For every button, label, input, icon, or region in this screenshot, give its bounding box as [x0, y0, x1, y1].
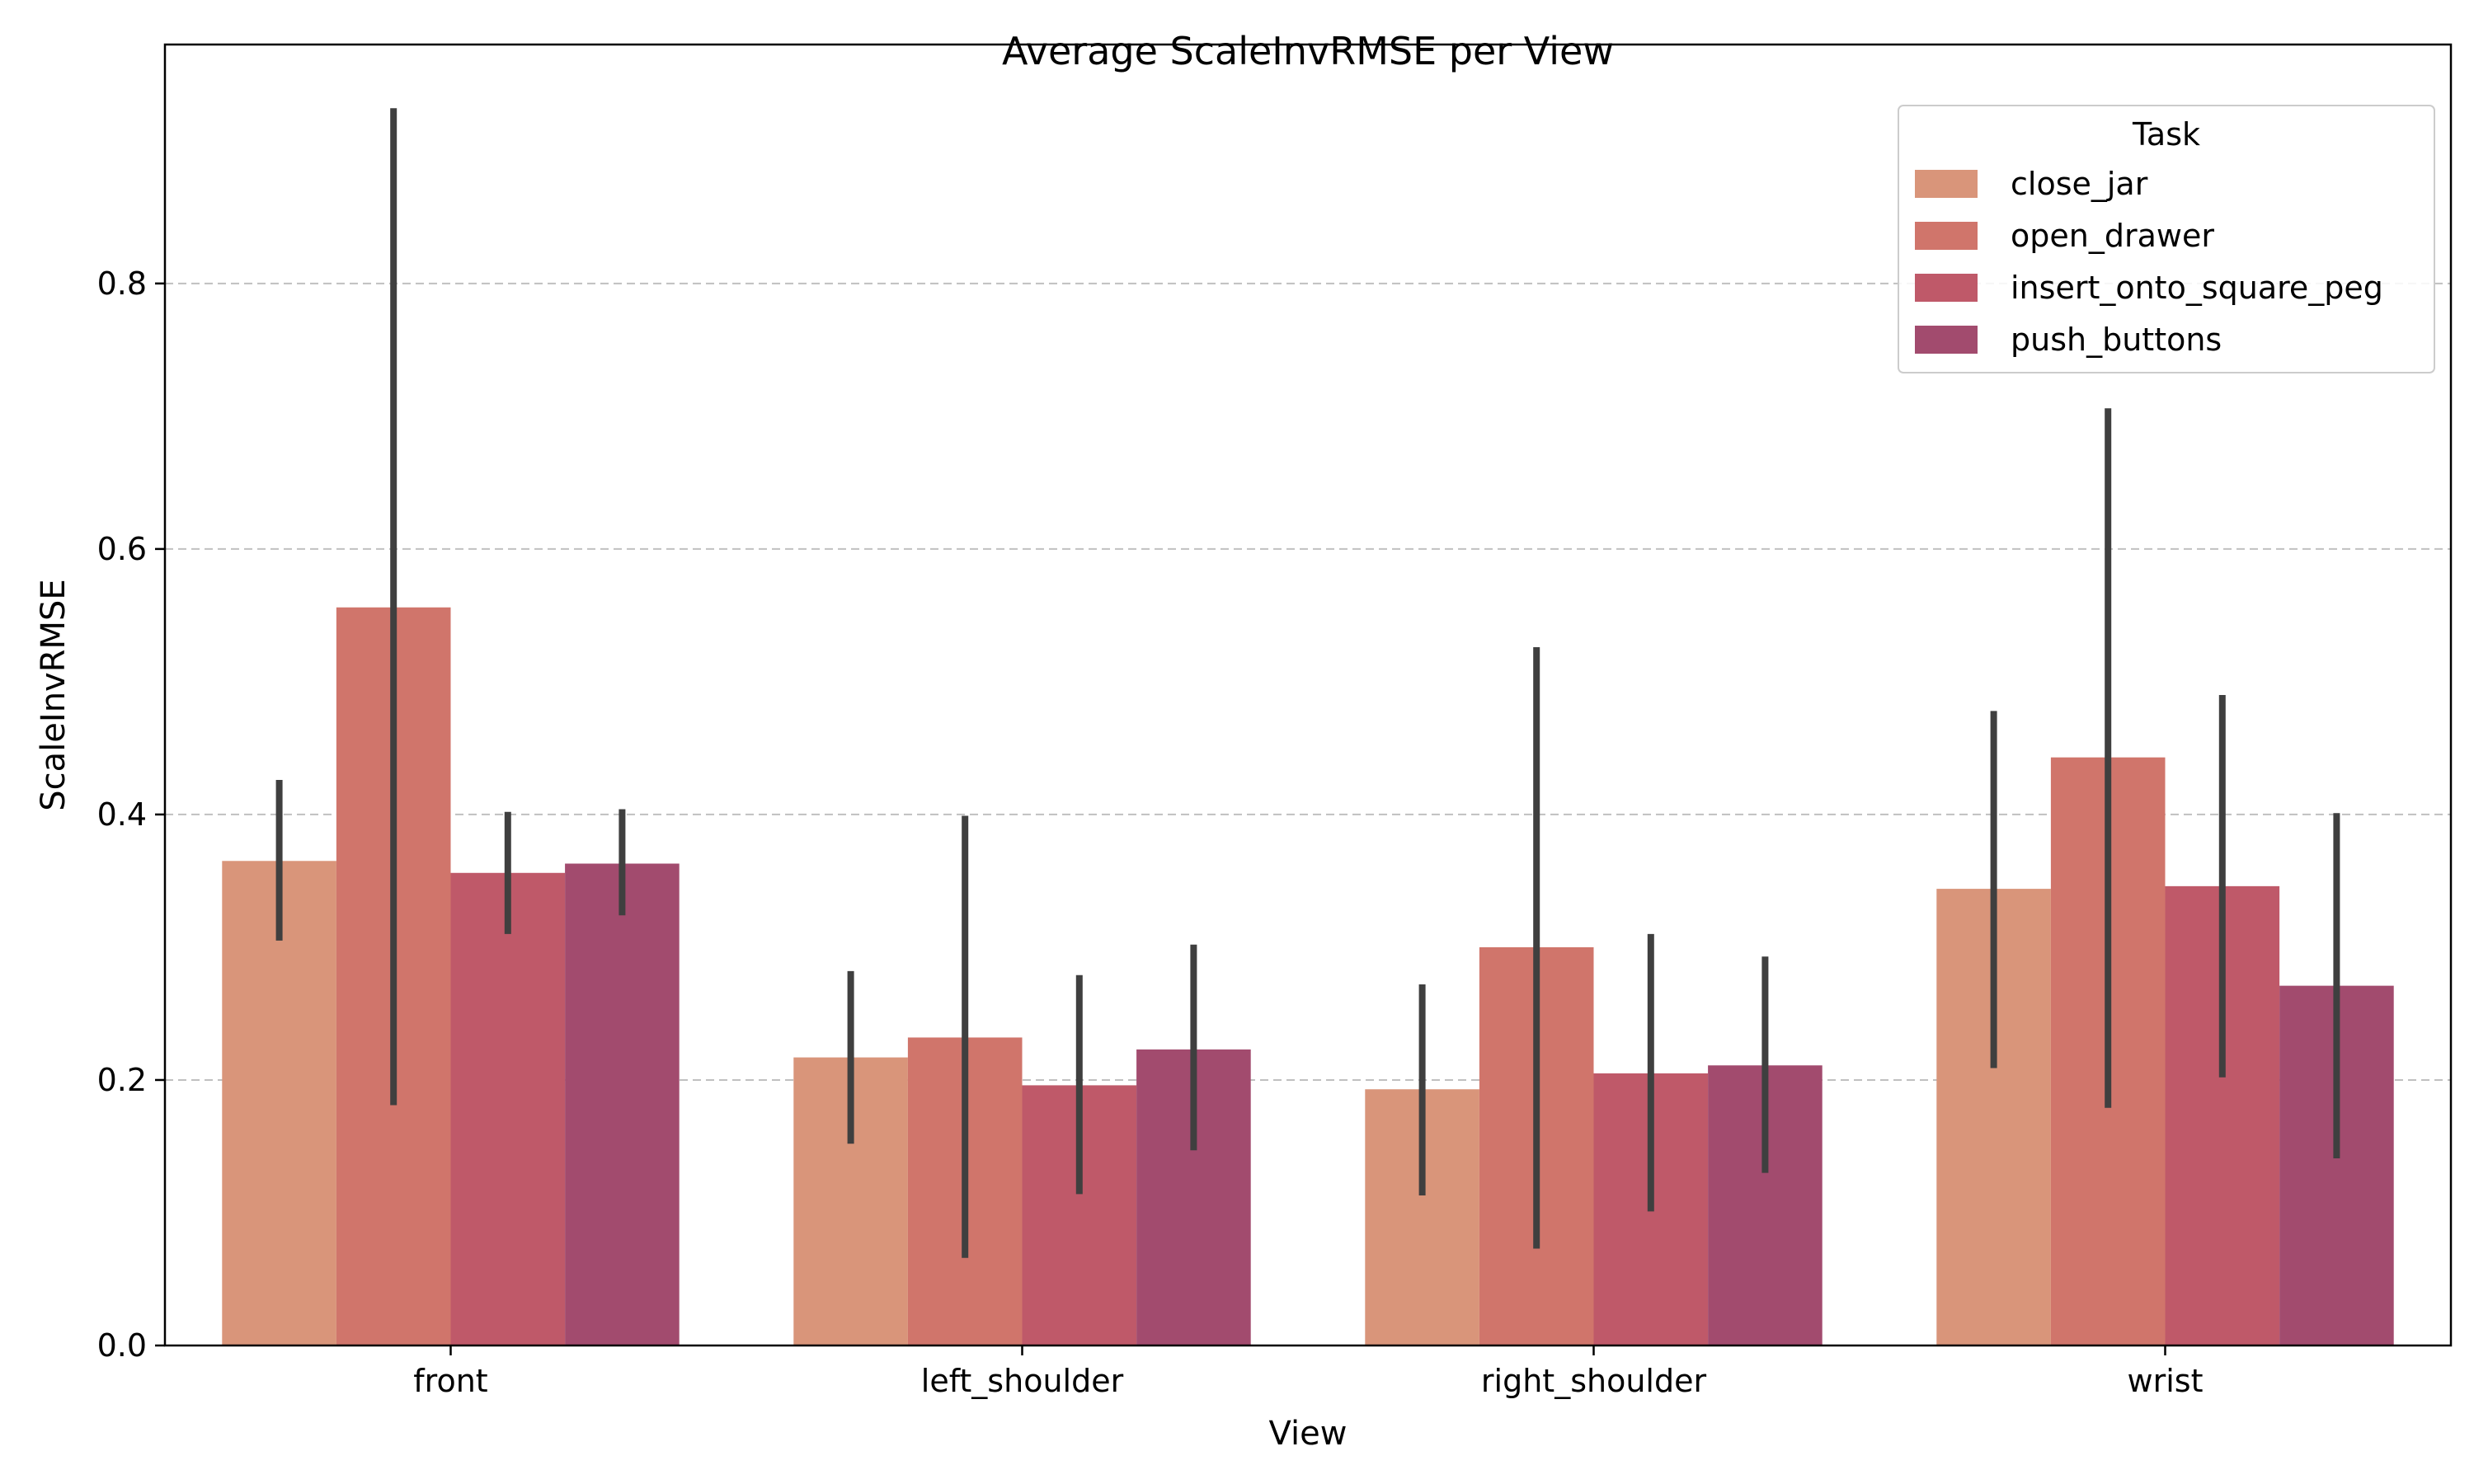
legend: Task close_jar open_drawer insert_onto_squ… — [1898, 105, 2435, 373]
x-tick-label: front — [413, 1363, 487, 1399]
y-tick-label: 0.4 — [97, 796, 147, 833]
y-tick-label: 0.8 — [97, 265, 147, 302]
plot-frame — [163, 43, 2453, 1347]
legend-swatch-push_buttons — [1915, 326, 1978, 354]
tick-layer: 0.0 0.2 0.4 0.6 0.8 front left_shoulder right_s… — [97, 265, 2204, 1399]
bar-layer — [222, 607, 2394, 1345]
legend-items: close_jar open_drawer insert_onto_square_p… — [1915, 166, 2383, 358]
legend-swatch-close_jar — [1915, 170, 1978, 198]
legend-label-close_jar: close_jar — [2011, 166, 2148, 202]
bar-close_jar-front — [222, 861, 336, 1345]
legend-label-push_buttons: push_buttons — [2011, 322, 2222, 358]
bar-push_buttons-front — [565, 863, 680, 1345]
x-tick-label: right_shoulder — [1481, 1363, 1707, 1399]
x-tick-label: wrist — [2128, 1363, 2204, 1399]
legend-box — [1898, 105, 2435, 373]
legend-label-open_drawer: open_drawer — [2011, 218, 2214, 254]
y-tick-label: 0.6 — [97, 531, 147, 567]
chart-title: Average ScaleInvRMSE per View — [1002, 29, 1614, 73]
legend-swatch-open_drawer — [1915, 222, 1978, 250]
y-axis-title: ScaleInvRMSE — [35, 579, 73, 810]
legend-swatch-insert_onto_square_peg — [1915, 274, 1978, 302]
x-axis-title: View — [1269, 1415, 1348, 1453]
x-tick-label: left_shoulder — [921, 1363, 1124, 1399]
legend-title: Task — [2132, 116, 2200, 153]
bar-insert_onto_square_peg-front — [450, 872, 566, 1345]
y-tick-label: 0.0 — [97, 1327, 147, 1364]
legend-label-insert_onto_square_peg: insert_onto_square_peg — [2011, 270, 2383, 306]
y-tick-label: 0.2 — [97, 1062, 147, 1098]
error-bar-layer — [275, 108, 2340, 1258]
